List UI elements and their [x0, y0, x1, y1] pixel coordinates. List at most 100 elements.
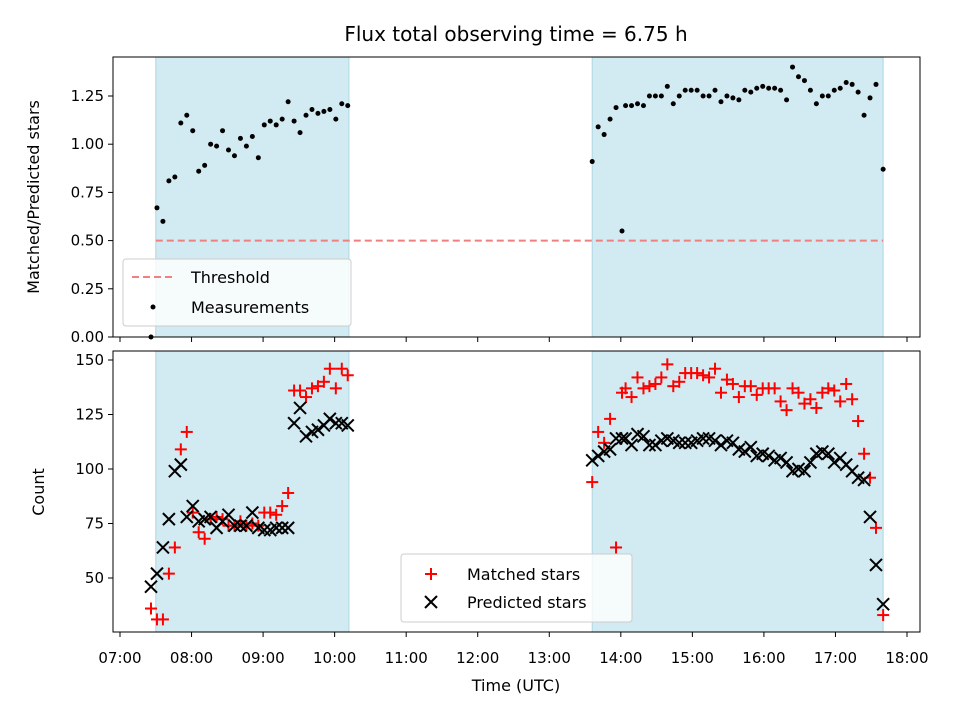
matched-star-point — [162, 567, 175, 580]
measurement-point — [629, 103, 635, 109]
matched-star-point — [156, 613, 169, 626]
predicted-star-point — [773, 451, 788, 465]
predicted-star-point — [281, 521, 295, 535]
predicted-star-point — [857, 473, 871, 487]
matched-star-point — [323, 362, 336, 375]
y-tick-label: 125 — [75, 406, 104, 424]
predicted-star-point — [863, 510, 877, 524]
measurement-point — [861, 112, 867, 118]
measurement-point — [589, 159, 595, 165]
matched-star-point — [294, 384, 307, 397]
matched-star-point — [792, 386, 805, 399]
legend-predicted-label: Predicted stars — [467, 593, 587, 612]
measurement-point — [843, 80, 849, 86]
matched-star-point — [598, 436, 611, 449]
measurement-point — [831, 87, 837, 93]
predicted-star-point — [624, 438, 639, 452]
predicted-star-point — [761, 449, 776, 463]
predicted-star-point — [227, 518, 242, 533]
measurement-point — [700, 93, 706, 99]
chart-title: Flux total observing time = 6.75 h — [344, 22, 687, 46]
measurement-point — [595, 124, 601, 130]
top-panel: 0.00 0.25 0.50 0.75 1.00 1.25 Matched/Predict… — [24, 56, 921, 346]
matched-star-point — [703, 371, 716, 384]
matched-star-point — [300, 391, 313, 404]
matched-star-point — [637, 382, 650, 395]
measurement-point — [664, 83, 670, 89]
predicted-star-point — [275, 521, 289, 535]
matched-star-point — [317, 375, 330, 388]
measurement-point — [766, 85, 772, 91]
measurement-point — [255, 155, 261, 161]
y-tick-label: 75 — [85, 515, 104, 533]
matched-star-point — [774, 395, 787, 408]
measurement-point — [748, 89, 754, 95]
matched-star-point — [661, 358, 674, 371]
x-tick-label: 17:00 — [814, 649, 857, 667]
predicted-star-point — [876, 597, 890, 611]
matched-star-point — [252, 519, 265, 532]
measurement-point — [819, 93, 825, 99]
matched-star-point — [649, 377, 662, 390]
matched-star-point — [655, 371, 668, 384]
predicted-star-point — [779, 455, 794, 470]
bottom-legend-box — [400, 553, 633, 623]
matched-star-point — [691, 367, 704, 380]
matched-star-point — [192, 526, 205, 539]
matched-star-point — [586, 476, 599, 489]
measurement-point — [166, 178, 172, 184]
measurement-point — [873, 81, 879, 87]
predicted-star-point — [329, 416, 343, 430]
predicted-star-point — [180, 510, 194, 524]
legend-matched-label: Matched stars — [467, 565, 580, 584]
top-legend-box — [122, 258, 352, 327]
measurement-point — [226, 147, 232, 153]
y-tick-label: 0.25 — [71, 280, 104, 298]
matched-star-point — [329, 382, 342, 395]
matched-star-point — [852, 415, 865, 428]
matched-star-point — [732, 391, 745, 404]
matched-star-point — [619, 382, 632, 395]
matched-star-point — [840, 377, 853, 390]
measurement-point — [315, 110, 321, 116]
matched-star-point — [709, 362, 722, 375]
y-tick-label: 50 — [85, 569, 104, 587]
predicted-star-point — [672, 436, 686, 450]
measurement-point — [154, 205, 160, 211]
measurement-point — [623, 103, 629, 109]
legend-measurements-label: Measurements — [191, 298, 309, 317]
matched-star-point — [198, 532, 211, 545]
predicted-star-point — [797, 464, 812, 478]
measurement-point — [712, 87, 718, 93]
predicted-star-point — [696, 431, 710, 446]
predicted-star-point — [609, 431, 623, 446]
measurement-points — [148, 64, 886, 340]
matched-star-point — [726, 377, 739, 390]
top-legend: Threshold Measurements — [122, 258, 352, 327]
predicted-star-point — [738, 444, 752, 459]
measurement-point — [724, 93, 730, 99]
measurement-point — [297, 130, 303, 136]
measurement-point — [706, 93, 712, 99]
measurement-point — [613, 105, 619, 111]
measurement-point — [670, 101, 676, 107]
measurement-point — [855, 89, 861, 95]
predicted-star-point — [615, 431, 629, 446]
measurement-point — [790, 64, 796, 70]
measurement-point — [172, 174, 178, 180]
measurement-point — [291, 118, 297, 124]
measurement-point — [784, 97, 790, 103]
measurement-point — [327, 106, 333, 112]
predicted-star-point — [648, 438, 663, 452]
matched-star-point — [631, 371, 644, 384]
predicted-star-point — [827, 455, 841, 470]
matched-star-point — [168, 541, 181, 554]
matched-star-point — [174, 443, 187, 456]
measurement-point — [849, 81, 855, 87]
x-tick-label: 14:00 — [599, 649, 642, 667]
matched-star-point — [341, 369, 354, 382]
measurement-point — [267, 118, 273, 124]
matched-star-point — [625, 391, 638, 404]
top-shaded-spans — [155, 56, 884, 338]
